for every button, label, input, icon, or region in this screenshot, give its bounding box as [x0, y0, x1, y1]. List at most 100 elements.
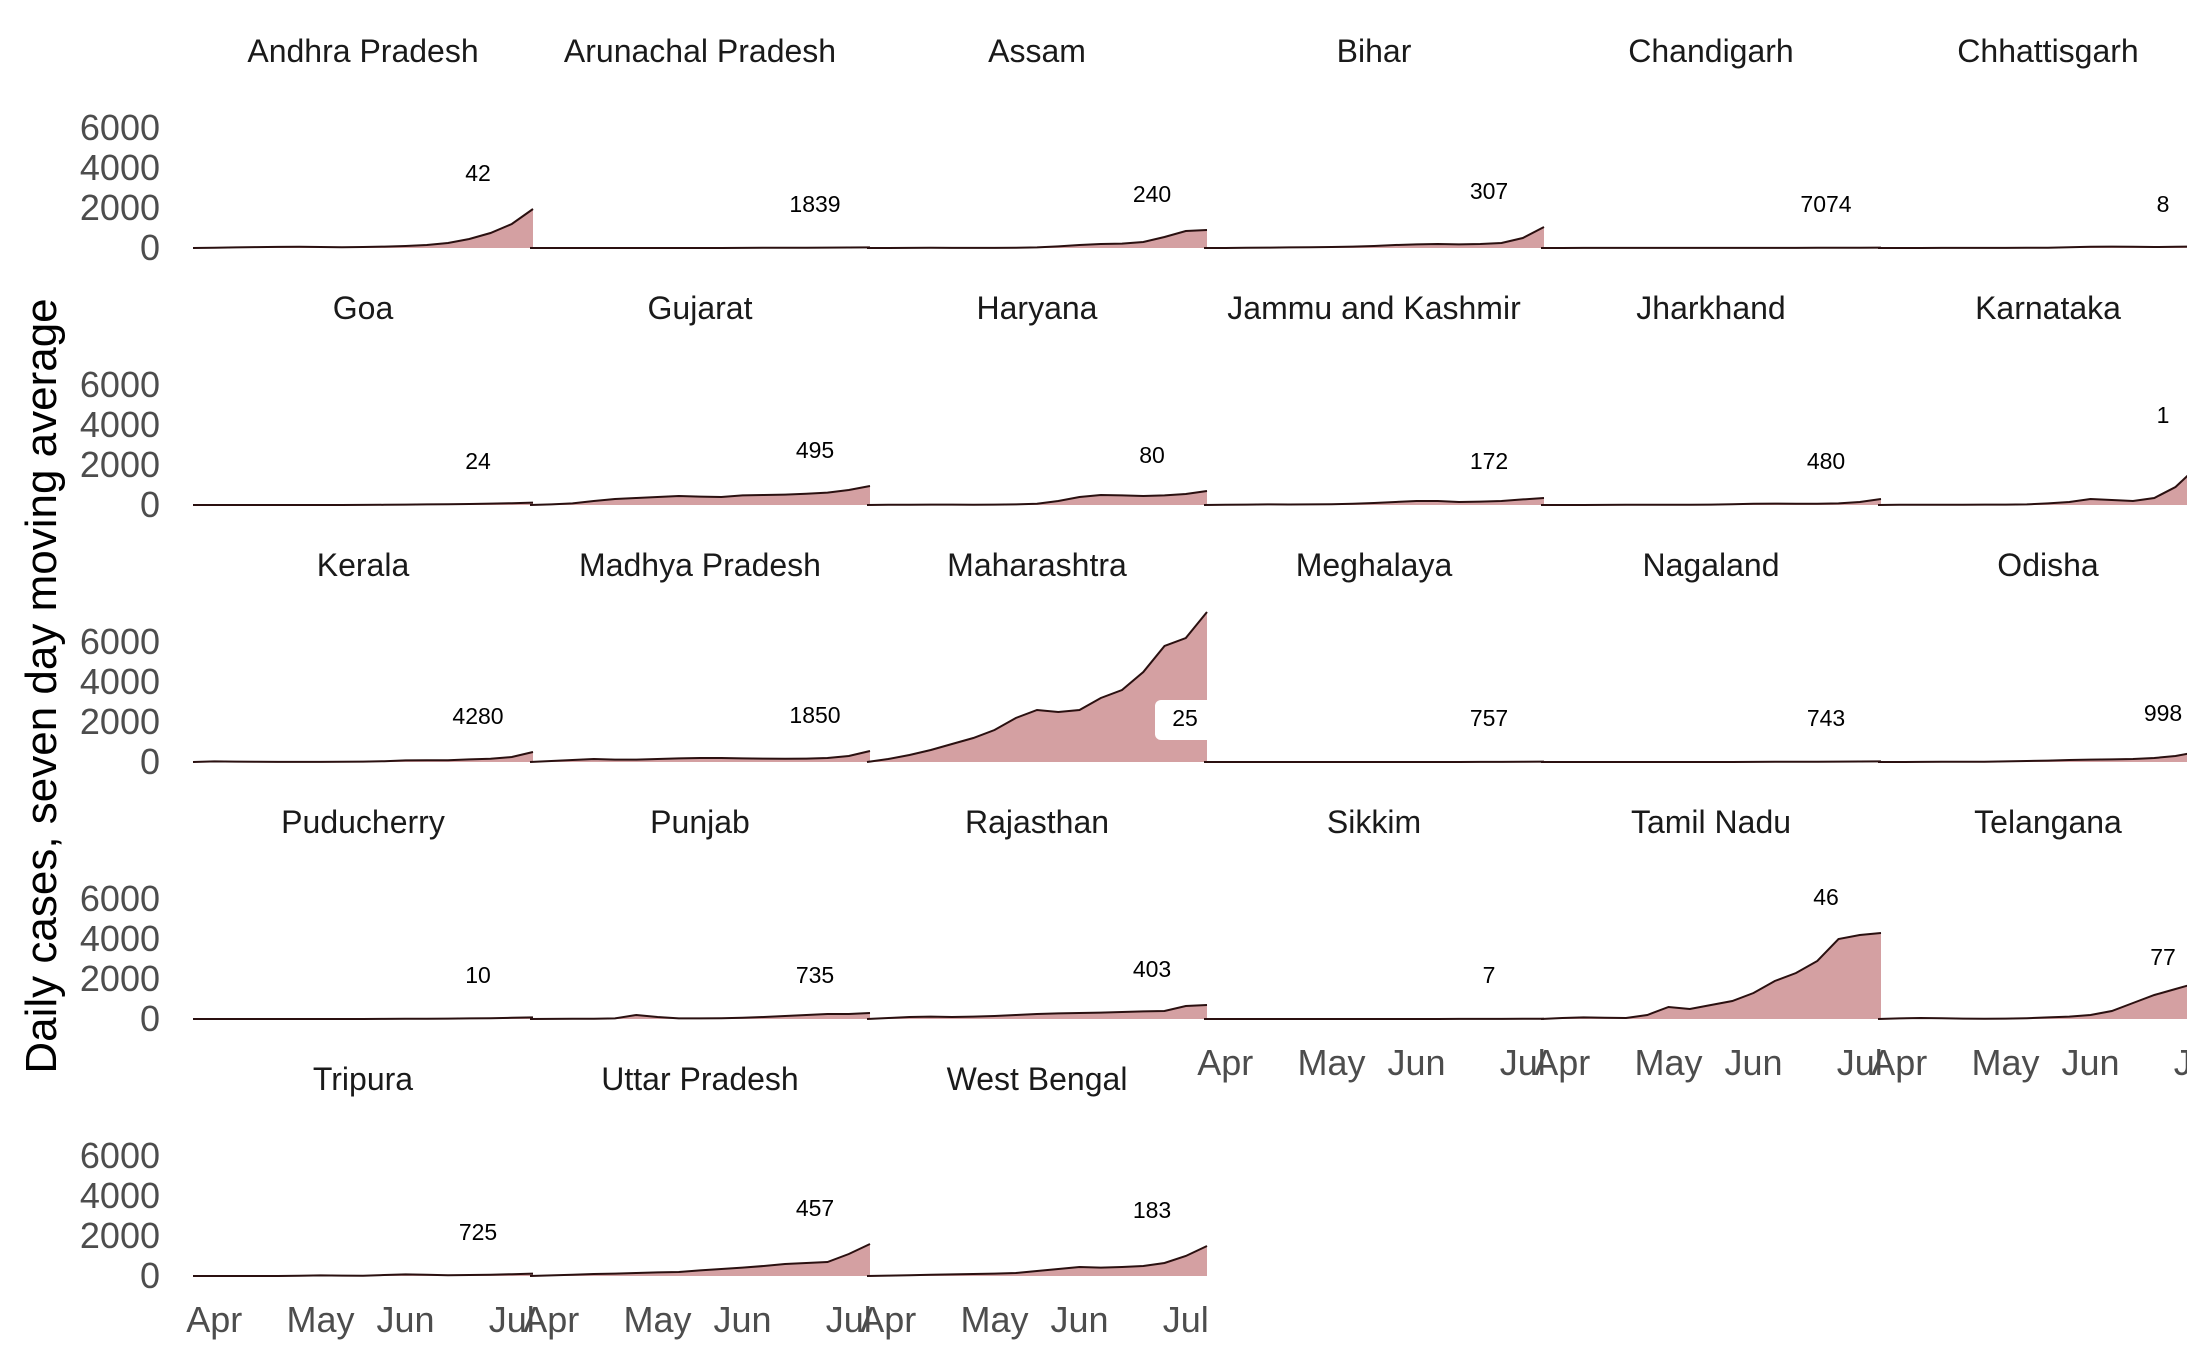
data-label-jharkhand: 480 — [1807, 448, 1845, 474]
data-label-sikkim: 7 — [1483, 962, 1496, 988]
data-label-punjab: 735 — [796, 962, 834, 988]
x-tick-label: Apr — [523, 1299, 579, 1340]
facet-title-arunachal-pradesh: Arunachal Pradesh — [564, 33, 836, 69]
facet-title-odisha: Odisha — [1997, 547, 2099, 583]
x-tick-label: Apr — [1871, 1042, 1927, 1083]
facet-title-punjab: Punjab — [650, 804, 750, 840]
data-label-puducherry: 10 — [465, 962, 491, 988]
area-maharashtra — [867, 612, 1207, 762]
x-tick-label: Apr — [1197, 1042, 1253, 1083]
data-label-uttar-pradesh: 457 — [796, 1195, 834, 1221]
y-tick-label: 2000 — [80, 1215, 160, 1256]
data-label-bihar: 307 — [1470, 178, 1508, 204]
data-label-meghalaya: 757 — [1470, 705, 1508, 731]
facet-title-sikkim: Sikkim — [1327, 804, 1421, 840]
y-tick-label: 2000 — [80, 701, 160, 742]
facet-title-andhra-pradesh: Andhra Pradesh — [247, 33, 478, 69]
y-tick-label: 4000 — [80, 1175, 160, 1216]
facet-title-goa: Goa — [333, 290, 394, 326]
facet-title-rajasthan: Rajasthan — [965, 804, 1109, 840]
facet-title-jammu-and-kashmir: Jammu and Kashmir — [1227, 290, 1521, 326]
facet-title-haryana: Haryana — [977, 290, 1098, 326]
x-tick-label: Jun — [1387, 1042, 1445, 1083]
data-label-karnataka: 1 — [2157, 402, 2170, 428]
x-tick-label: May — [1634, 1042, 1702, 1083]
x-tick-label: Jun — [1724, 1042, 1782, 1083]
facet-title-maharashtra: Maharashtra — [947, 547, 1127, 583]
area-tamil-nadu — [1541, 933, 1881, 1019]
x-tick-label: May — [1297, 1042, 1365, 1083]
facet-title-tripura: Tripura — [313, 1061, 413, 1097]
y-tick-label: 4000 — [80, 661, 160, 702]
y-tick-label: 6000 — [80, 621, 160, 662]
data-label-nagaland: 743 — [1807, 705, 1845, 731]
y-tick-label: 0 — [140, 227, 160, 268]
line-puducherry — [193, 1017, 533, 1019]
facet-title-telangana: Telangana — [1974, 804, 2122, 840]
x-tick-label: Jun — [376, 1299, 434, 1340]
facet-title-nagaland: Nagaland — [1643, 547, 1780, 583]
y-tick-label: 6000 — [80, 878, 160, 919]
x-tick-label: Apr — [1534, 1042, 1590, 1083]
x-tick-label: May — [960, 1299, 1028, 1340]
data-label-jammu-and-kashmir: 172 — [1470, 448, 1508, 474]
y-tick-label: 6000 — [80, 364, 160, 405]
facet-title-uttar-pradesh: Uttar Pradesh — [601, 1061, 798, 1097]
area-karnataka — [1878, 451, 2187, 505]
facet-title-assam: Assam — [988, 33, 1086, 69]
facet-title-chhattisgarh: Chhattisgarh — [1957, 33, 2138, 69]
line-jharkhand — [1541, 499, 1881, 505]
area-bihar — [1204, 227, 1544, 248]
data-label-odisha: 998 — [2144, 700, 2182, 726]
y-tick-label: 6000 — [80, 107, 160, 148]
data-label-arunachal-pradesh: 1839 — [789, 191, 840, 217]
x-tick-label: Apr — [860, 1299, 916, 1340]
y-tick-label: 6000 — [80, 1135, 160, 1176]
line-arunachal-pradesh — [530, 247, 870, 248]
data-label-rajasthan: 403 — [1133, 956, 1171, 982]
data-label-gujarat: 495 — [796, 437, 834, 463]
line-karnataka — [1878, 451, 2187, 505]
x-tick-label: Jun — [2061, 1042, 2119, 1083]
x-tick-label: May — [286, 1299, 354, 1340]
y-tick-label: 4000 — [80, 404, 160, 445]
x-tick-label: Jul — [1163, 1299, 1209, 1340]
y-tick-label: 4000 — [80, 147, 160, 188]
data-label-tripura: 725 — [459, 1219, 497, 1245]
data-label-haryana: 80 — [1139, 442, 1165, 468]
line-nagaland — [1541, 761, 1881, 762]
facet-title-jharkhand: Jharkhand — [1636, 290, 1785, 326]
x-tick-label: May — [623, 1299, 691, 1340]
x-tick-label: Apr — [186, 1299, 242, 1340]
data-label-madhya-pradesh: 1850 — [789, 702, 840, 728]
data-label-chhattisgarh: 8 — [2157, 191, 2170, 217]
area-andhra-pradesh — [193, 209, 533, 248]
data-label-chandigarh: 7074 — [1800, 191, 1851, 217]
data-label-maharashtra: 25 — [1172, 705, 1198, 731]
facet-title-chandigarh: Chandigarh — [1628, 33, 1793, 69]
x-tick-label: May — [1971, 1042, 2039, 1083]
data-label-goa: 24 — [465, 448, 491, 474]
x-tick-label: Jun — [713, 1299, 771, 1340]
x-tick-label: Jul — [2174, 1042, 2187, 1083]
facet-title-karnataka: Karnataka — [1975, 290, 2121, 326]
facet-title-gujarat: Gujarat — [648, 290, 753, 326]
area-kerala — [193, 752, 533, 762]
facet-title-madhya-pradesh: Madhya Pradesh — [579, 547, 821, 583]
y-tick-label: 4000 — [80, 918, 160, 959]
y-tick-label: 2000 — [80, 187, 160, 228]
facet-title-bihar: Bihar — [1337, 33, 1412, 69]
data-label-tamil-nadu: 46 — [1813, 884, 1839, 910]
y-tick-label: 0 — [140, 1255, 160, 1296]
data-label-andhra-pradesh: 42 — [465, 160, 491, 186]
y-tick-label: 0 — [140, 741, 160, 782]
y-tick-label: 0 — [140, 484, 160, 525]
facet-title-tamil-nadu: Tamil Nadu — [1631, 804, 1791, 840]
y-tick-label: 2000 — [80, 958, 160, 999]
y-tick-label: 0 — [140, 998, 160, 1039]
facet-title-meghalaya: Meghalaya — [1296, 547, 1453, 583]
facet-title-west-bengal: West Bengal — [947, 1061, 1128, 1097]
line-goa — [193, 503, 533, 505]
y-tick-label: 2000 — [80, 444, 160, 485]
